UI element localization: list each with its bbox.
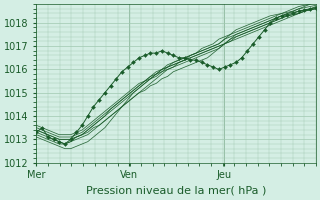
X-axis label: Pression niveau de la mer( hPa ): Pression niveau de la mer( hPa ) (86, 186, 266, 196)
